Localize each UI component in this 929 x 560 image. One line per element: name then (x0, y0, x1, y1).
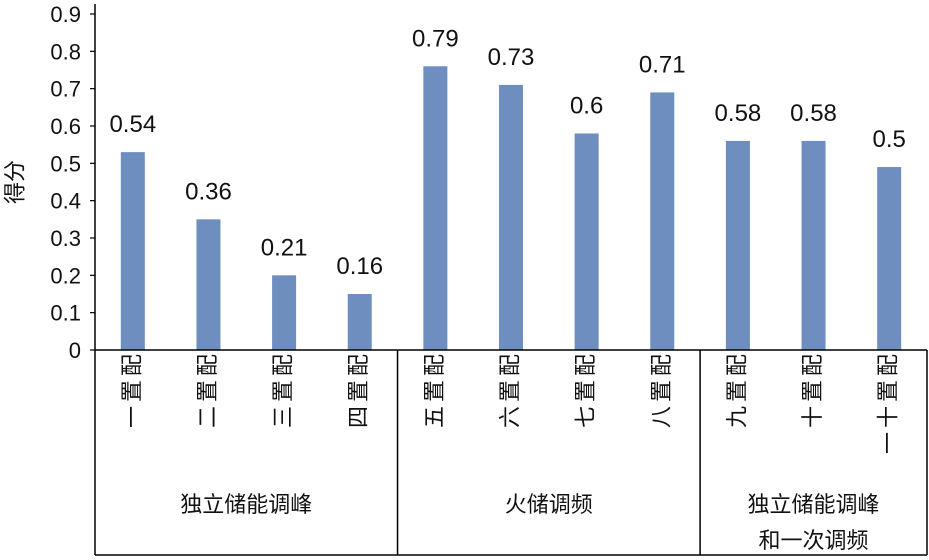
y-tick-label: 0.2 (50, 263, 81, 288)
category-label: 配置八 (650, 354, 675, 428)
category-label-char: 三 (272, 406, 297, 428)
y-tick-label: 0.6 (50, 114, 81, 139)
bar (725, 140, 750, 350)
data-label: 0.54 (109, 111, 156, 138)
category-label-char: 四 (347, 406, 372, 428)
data-label: 0.79 (412, 25, 459, 52)
category-label-char: 一 (877, 432, 902, 454)
category-label-char: 九 (725, 406, 750, 428)
category-label-char: 十 (801, 406, 826, 428)
category-label-char: 六 (499, 406, 524, 428)
category-label: 配置七 (574, 354, 599, 428)
data-label: 0.58 (790, 100, 837, 127)
y-tick-label: 0.7 (50, 77, 81, 102)
category-label-char: 七 (574, 406, 599, 428)
category-label-char: 八 (650, 406, 675, 428)
y-tick-marks (90, 13, 95, 351)
category-label-char: 置 (725, 380, 750, 402)
category-label-char: 一 (120, 406, 145, 428)
category-label-char: 配 (347, 354, 372, 376)
bar (196, 219, 221, 350)
data-label: 0.16 (336, 253, 383, 280)
axis-frame (94, 4, 928, 556)
category-label-char: 置 (877, 380, 902, 402)
category-label-char: 配 (650, 354, 675, 376)
category-label-char: 配 (725, 354, 750, 376)
category-label-char: 置 (801, 380, 826, 402)
bar (574, 133, 599, 350)
category-label-char: 二 (196, 406, 221, 428)
y-tick-label: 0.8 (50, 39, 81, 64)
data-label: 0.6 (570, 92, 603, 119)
y-tick-labels: 0 0.1 0.2 0.3 0.4 0.5 0.6 0.7 0.8 0.9 (50, 2, 81, 363)
category-label: 配置五 (423, 354, 448, 428)
y-tick-label: 0.3 (50, 226, 81, 251)
category-label-char: 配 (196, 354, 221, 376)
data-label: 0.71 (639, 51, 686, 78)
category-label-char: 配 (423, 354, 448, 376)
category-label: 配置九 (725, 354, 750, 428)
category-label-char: 配 (272, 354, 297, 376)
category-label-char: 五 (423, 406, 448, 428)
bar (272, 275, 297, 350)
data-label: 0.58 (715, 100, 762, 127)
category-label: 配置一 (120, 354, 145, 428)
category-label-char: 置 (120, 380, 145, 402)
bar (499, 84, 523, 350)
category-label-char: 置 (272, 380, 297, 402)
data-labels: 0.54 0.36 0.21 0.16 0.79 0.73 0.6 0.71 0.58 0.58 0… (109, 25, 905, 280)
data-label: 0.73 (488, 44, 535, 71)
y-axis-label: 得分 (4, 160, 29, 204)
category-label: 配置二 (196, 354, 221, 428)
category-label-char: 配 (877, 354, 902, 376)
category-label-char: 配 (499, 354, 524, 376)
bar (120, 152, 145, 350)
data-label: 0.5 (872, 126, 905, 153)
bar (877, 167, 902, 350)
bar (801, 140, 826, 350)
y-tick-label: 0.1 (50, 301, 81, 326)
y-tick-label: 0.9 (50, 2, 81, 27)
data-label: 0.36 (185, 178, 232, 205)
category-label: 配置三 (272, 354, 297, 428)
group-label: 独立储能调峰 (748, 493, 880, 518)
category-label-char: 配 (574, 354, 599, 376)
y-tick-label: 0.4 (50, 189, 81, 214)
category-label-char: 置 (196, 380, 221, 402)
y-tick-label: 0 (69, 338, 81, 363)
category-label-char: 置 (650, 380, 675, 402)
category-label-char: 配 (801, 354, 826, 376)
category-label-char: 置 (574, 380, 599, 402)
data-label: 0.21 (261, 234, 308, 261)
category-label: 配置十 (801, 354, 826, 428)
bar (650, 92, 675, 351)
y-tick-label: 0.5 (50, 151, 81, 176)
category-label-char: 置 (347, 380, 372, 402)
group-label: 火储调频 (505, 493, 593, 518)
group-label: 独立储能调峰 (180, 493, 312, 518)
group-label: 和一次调频 (759, 529, 869, 554)
bar (347, 294, 372, 350)
bar (423, 66, 448, 351)
bars (120, 66, 902, 351)
category-label-char: 十 (877, 406, 902, 428)
category-label: 配置四 (347, 354, 372, 428)
category-label-char: 配 (120, 354, 145, 376)
category-label: 配置六 (499, 354, 524, 428)
category-label-char: 置 (499, 380, 524, 402)
category-label-char: 置 (423, 380, 448, 402)
